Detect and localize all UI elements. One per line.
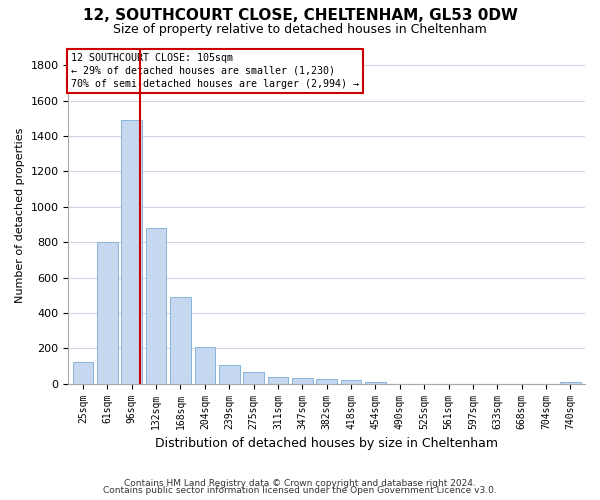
Text: Contains HM Land Registry data © Crown copyright and database right 2024.: Contains HM Land Registry data © Crown c…	[124, 478, 476, 488]
Bar	[268, 376, 289, 384]
Bar	[219, 365, 239, 384]
Text: Size of property relative to detached houses in Cheltenham: Size of property relative to detached ho…	[113, 22, 487, 36]
Text: 12, SOUTHCOURT CLOSE, CHELTENHAM, GL53 0DW: 12, SOUTHCOURT CLOSE, CHELTENHAM, GL53 0…	[83, 8, 517, 22]
Bar	[194, 348, 215, 384]
Bar	[121, 120, 142, 384]
Text: Contains public sector information licensed under the Open Government Licence v3: Contains public sector information licen…	[103, 486, 497, 495]
Bar	[243, 372, 264, 384]
Y-axis label: Number of detached properties: Number of detached properties	[15, 128, 25, 304]
Bar	[560, 382, 581, 384]
Text: 12 SOUTHCOURT CLOSE: 105sqm
← 29% of detached houses are smaller (1,230)
70% of : 12 SOUTHCOURT CLOSE: 105sqm ← 29% of det…	[71, 52, 359, 89]
Bar	[170, 297, 191, 384]
Bar	[146, 228, 166, 384]
Bar	[316, 378, 337, 384]
Bar	[292, 378, 313, 384]
Bar	[365, 382, 386, 384]
Bar	[73, 362, 94, 384]
Bar	[97, 242, 118, 384]
Bar	[341, 380, 361, 384]
X-axis label: Distribution of detached houses by size in Cheltenham: Distribution of detached houses by size …	[155, 437, 498, 450]
